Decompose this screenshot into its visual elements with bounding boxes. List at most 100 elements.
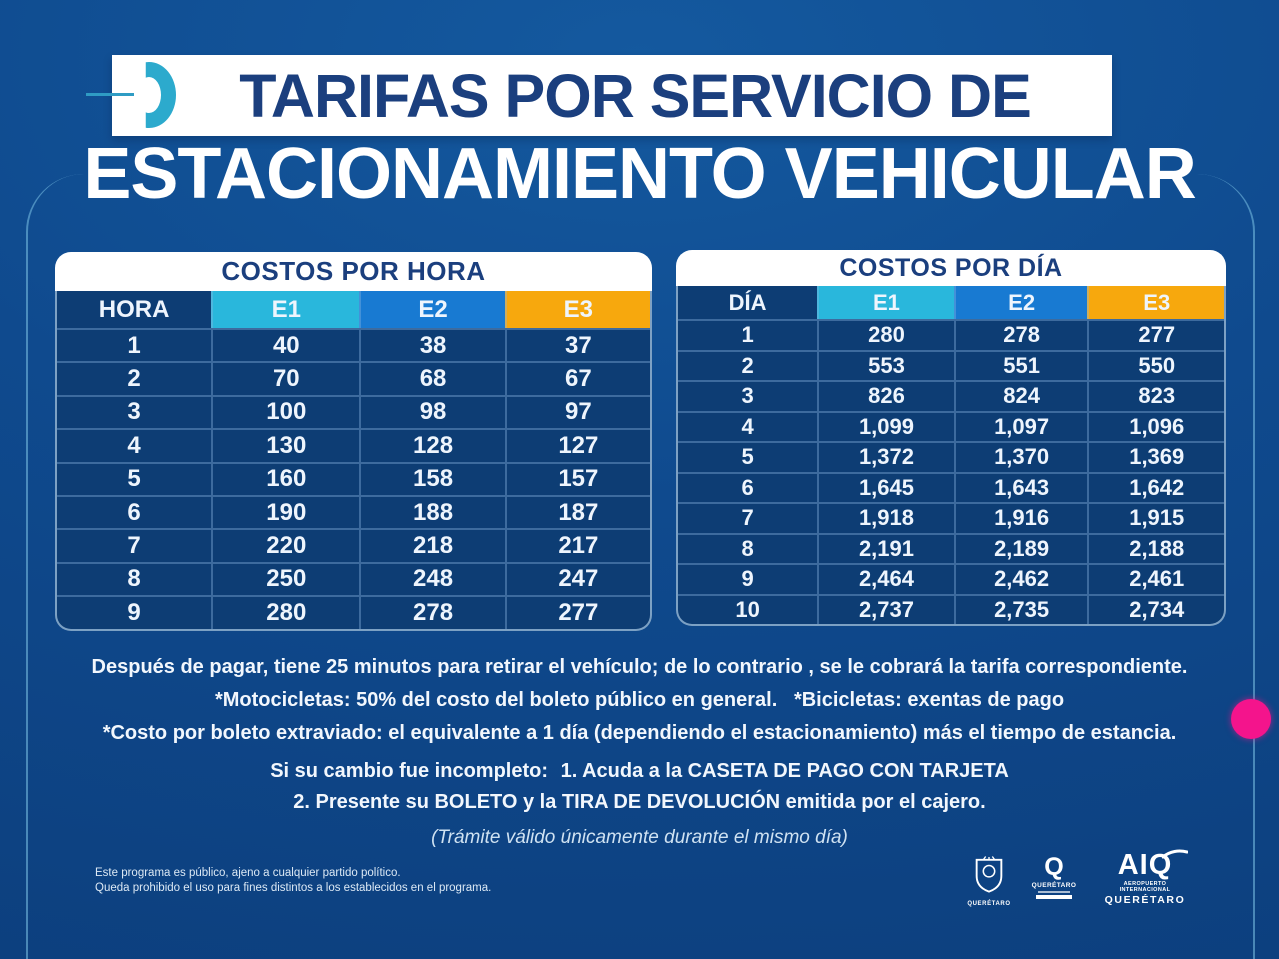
row-key-cell: 8 <box>57 561 212 595</box>
refund-step-1: 1. Acuda a la CASETA DE PAGO CON TARJETA <box>560 760 1009 782</box>
crest-caption: QUERÉTARO <box>967 901 1011 907</box>
refund-validity-note: (Trámite válido únicamente durante el mi… <box>431 827 848 848</box>
aiq-acronym: AIQ <box>1117 849 1189 881</box>
q-tagline-bar <box>1038 891 1070 893</box>
q-letter-icon: Q <box>1044 853 1064 881</box>
price-value-cell: 2,737 <box>817 593 954 624</box>
hourly-col-header-e1: E1 <box>211 291 360 328</box>
note-line-2: *Motocicletas: 50% del costo del boleto … <box>214 689 1065 711</box>
hourly-col-header-e3: E3 <box>504 291 650 328</box>
row-key-cell: 6 <box>678 471 818 503</box>
legal-line-1: Este programa es público, ajeno a cualqu… <box>95 867 401 879</box>
queretaro-q-logo: Q QUERÉTARO <box>1026 855 1082 899</box>
price-value-cell: 190 <box>211 494 360 529</box>
price-value-cell: 1,915 <box>1087 502 1224 533</box>
price-value-cell: 250 <box>211 561 360 596</box>
row-key-cell: 4 <box>678 410 818 442</box>
price-value-cell: 1,370 <box>953 441 1088 472</box>
row-key-cell: 4 <box>57 428 212 461</box>
row-key-cell: 5 <box>678 441 818 472</box>
price-value-cell: 1,096 <box>1087 410 1224 441</box>
price-value-cell: 1,916 <box>953 502 1088 533</box>
daily-table-grid: DÍA E1 E2 E3 1 280 278 277 2 553 551 550 3 826 824… <box>676 286 1226 626</box>
price-value-cell: 2,735 <box>953 593 1088 624</box>
price-value-cell: 248 <box>359 561 505 596</box>
row-key-cell: 2 <box>57 361 212 394</box>
row-key-cell: 7 <box>57 528 212 561</box>
price-value-cell: 278 <box>359 595 505 629</box>
daily-costs-table: COSTOS POR DÍA DÍA E1 E2 E3 1 280 278 277 2 5… <box>676 250 1226 626</box>
hourly-table-grid: HORA E1 E2 E3 1 40 38 37 2 70 68 67 3 100 98 97 4 130… <box>55 291 652 631</box>
row-key-cell: 5 <box>57 461 212 495</box>
price-value-cell: 100 <box>211 394 360 429</box>
price-value-cell: 1,918 <box>817 502 954 533</box>
aiq-caption-line2: QUERÉTARO <box>1104 894 1186 906</box>
price-value-cell: 1,642 <box>1087 471 1224 502</box>
daily-col-header-e2: E2 <box>953 286 1088 319</box>
ring-line-decoration <box>86 93 134 96</box>
row-key-cell: 9 <box>57 595 212 628</box>
hourly-costs-table: COSTOS POR HORA HORA E1 E2 E3 1 40 38 37 2 70… <box>55 252 652 631</box>
price-value-cell: 1,645 <box>817 471 954 502</box>
hourly-table-title: COSTOS POR HORA <box>55 252 652 291</box>
price-value-cell: 2,188 <box>1087 532 1224 563</box>
price-value-cell: 824 <box>953 380 1088 411</box>
daily-key-header: DÍA <box>728 289 767 315</box>
row-key-cell: 6 <box>57 494 212 528</box>
price-value-cell: 247 <box>504 561 650 596</box>
price-value-cell: 160 <box>211 461 360 495</box>
price-value-cell: 280 <box>817 319 954 350</box>
refund-instructions: Si su cambio fue incompleto: 1. Acuda a … <box>40 756 1239 853</box>
row-key-cell: 9 <box>678 563 818 594</box>
row-key-cell: 1 <box>57 328 212 361</box>
refund-step-2: 2. Presente su BOLETO y la TIRA DE DEVOL… <box>293 791 986 813</box>
row-key-cell: 2 <box>678 349 818 381</box>
row-key-cell: 1 <box>678 319 818 350</box>
q-underline-bar <box>1036 895 1072 899</box>
price-value-cell: 826 <box>817 380 954 411</box>
price-value-cell: 40 <box>211 328 360 362</box>
price-value-cell: 277 <box>504 595 650 629</box>
price-value-cell: 2,464 <box>817 563 954 594</box>
poster-title-line1: TARIFAS POR SERVICIO DE <box>239 61 1032 130</box>
price-value-cell: 1,643 <box>953 471 1088 502</box>
hourly-key-header: HORA <box>98 295 170 323</box>
price-value-cell: 70 <box>211 361 360 395</box>
price-value-cell: 1,097 <box>953 410 1088 441</box>
crest-icon <box>975 856 1003 893</box>
price-value-cell: 278 <box>953 319 1088 350</box>
price-value-cell: 1,099 <box>817 410 954 441</box>
price-value-cell: 158 <box>359 461 505 495</box>
title-band: TARIFAS POR SERVICIO DE <box>86 55 1112 136</box>
note-line-3: *Costo por boleto extraviado: el equival… <box>102 722 1177 744</box>
price-value-cell: 98 <box>359 394 505 429</box>
price-value-cell: 97 <box>504 394 650 429</box>
price-value-cell: 277 <box>1087 319 1224 350</box>
refund-step-1-line: Si su cambio fue incompleto: 1. Acuda a … <box>40 756 1239 787</box>
price-value-cell: 187 <box>504 494 650 529</box>
row-key-cell: 10 <box>678 593 818 625</box>
price-value-cell: 2,734 <box>1087 593 1224 624</box>
price-value-cell: 2,462 <box>953 563 1088 594</box>
daily-col-header-e3: E3 <box>1087 286 1224 319</box>
refund-bold-prefix: Si su cambio fue incompleto: <box>270 760 549 782</box>
price-value-cell: 38 <box>359 328 505 362</box>
price-value-cell: 128 <box>359 428 505 462</box>
aiq-caption-line1: AEROPUERTO INTERNACIONAL <box>1119 881 1171 893</box>
price-value-cell: 280 <box>211 595 360 629</box>
note-line-1: Después de pagar, tiene 25 minutos para … <box>91 656 1188 678</box>
airport-aiq-logo: AIQ AEROPUERTO INTERNACIONAL QUERÉTARO <box>1098 849 1192 906</box>
price-value-cell: 130 <box>211 428 360 462</box>
price-value-cell: 217 <box>504 528 650 562</box>
row-key-cell: 7 <box>678 502 818 533</box>
legal-disclaimer: Este programa es público, ajeno a cualqu… <box>95 866 491 896</box>
state-crest-logo: QUERÉTARO <box>957 856 1021 907</box>
aiq-letters: AIQ <box>1117 849 1173 881</box>
price-value-cell: 551 <box>953 349 1088 380</box>
price-value-cell: 2,191 <box>817 532 954 563</box>
ring-icon <box>86 62 178 129</box>
price-value-cell: 1,372 <box>817 441 954 472</box>
aiq-swoosh-icon <box>1162 849 1189 859</box>
pink-marker-dot <box>1231 699 1271 739</box>
